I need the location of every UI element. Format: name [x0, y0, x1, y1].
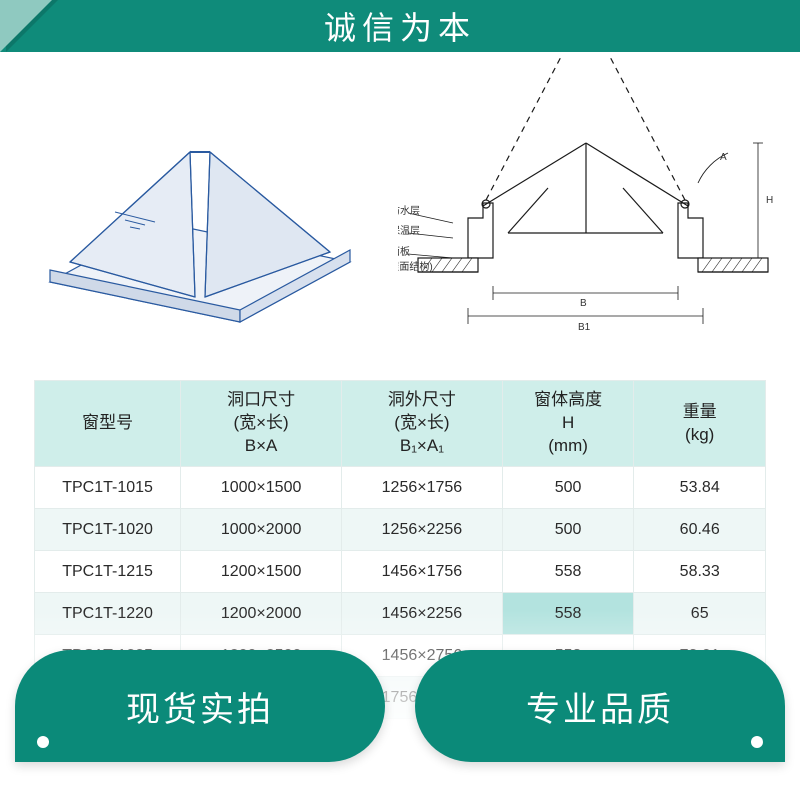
- cell-outer: 1456×2756: [342, 635, 503, 677]
- section-label-1: 屋面保温层: [398, 224, 420, 237]
- cell-height: 558: [502, 635, 634, 677]
- cell-model: TPC1T-1215: [35, 551, 181, 593]
- cell-height: 620: [502, 677, 634, 719]
- cell-weight: 58.33: [634, 551, 766, 593]
- skylight-perspective-diagram: [10, 62, 390, 362]
- col-model: 窗型号: [35, 381, 181, 467]
- col-weight: 重量(kg): [634, 381, 766, 467]
- cell-opening: 1000×1500: [181, 467, 342, 509]
- cell-opening: 1000×2000: [181, 509, 342, 551]
- spec-table: 窗型号 洞口尺寸(宽×长)B×A 洞外尺寸(宽×长)B₁×A₁ 窗体高度H(mm…: [34, 380, 766, 719]
- spec-table-wrap: 窗型号 洞口尺寸(宽×长)B×A 洞外尺寸(宽×长)B₁×A₁ 窗体高度H(mm…: [34, 380, 766, 719]
- table-row: TPC1T-1020 1000×2000 1256×2256 500 60.46: [35, 509, 766, 551]
- table-row: TPC1T-1220 1200×2000 1456×2256 558 65: [35, 593, 766, 635]
- cell-height: 500: [502, 509, 634, 551]
- cell-opening: 1200×2000: [181, 593, 342, 635]
- cell-weight: 65: [634, 593, 766, 635]
- pill-dot-icon: [37, 736, 49, 748]
- table-row: TPC1T-1015 1000×1500 1256×1756 500 53.84: [35, 467, 766, 509]
- cell-opening: 1200×2500: [181, 635, 342, 677]
- cell-height: 500: [502, 467, 634, 509]
- table-row: TPC1T-1225 1200×2500 1456×2756 558 73.01: [35, 635, 766, 677]
- table-row: TPC1T-1520 1500×2000 1756×2256 620 71.20: [35, 677, 766, 719]
- dim-B1: B1: [578, 322, 591, 333]
- cell-opening: 1200×1500: [181, 551, 342, 593]
- cell-model: TPC1T-1225: [35, 635, 181, 677]
- pill-dot-icon: [751, 736, 763, 748]
- section-label-0: 屋面防水层: [398, 204, 420, 217]
- table-body: TPC1T-1015 1000×1500 1256×1756 500 53.84…: [35, 467, 766, 719]
- table-row: TPC1T-1215 1200×1500 1456×1756 558 58.33: [35, 551, 766, 593]
- col-opening: 洞口尺寸(宽×长)B×A: [181, 381, 342, 467]
- cell-height: 558: [502, 593, 634, 635]
- cell-model: TPC1T-1020: [35, 509, 181, 551]
- dim-B: B: [580, 298, 587, 309]
- cell-outer: 1756×2256: [342, 677, 503, 719]
- dim-H: H: [766, 195, 773, 206]
- col-outer: 洞外尺寸(宽×长)B₁×A₁: [342, 381, 503, 467]
- cell-outer: 1456×1756: [342, 551, 503, 593]
- diagram-area: H A B B1 屋面防水层 屋面保温层 屋面板 (详见屋面结构): [0, 52, 800, 380]
- section-label-3: (详见屋面结构): [398, 260, 433, 273]
- cell-weight: 60.46: [634, 509, 766, 551]
- cell-height: 558: [502, 551, 634, 593]
- skylight-section-diagram: H A B B1 屋面防水层 屋面保温层 屋面板 (详见屋面结构): [398, 58, 798, 368]
- cell-weight: 73.01: [634, 635, 766, 677]
- cell-outer: 1256×1756: [342, 467, 503, 509]
- col-height: 窗体高度H(mm): [502, 381, 634, 467]
- cell-opening: 1500×2000: [181, 677, 342, 719]
- corner-fold: [0, 0, 52, 52]
- cell-model: TPC1T-1220: [35, 593, 181, 635]
- cell-outer: 1456×2256: [342, 593, 503, 635]
- cell-weight: 71.20: [634, 677, 766, 719]
- dim-angle: A: [720, 152, 727, 163]
- table-header-row: 窗型号 洞口尺寸(宽×长)B×A 洞外尺寸(宽×长)B₁×A₁ 窗体高度H(mm…: [35, 381, 766, 467]
- banner-text: 诚信为本: [324, 3, 476, 49]
- cell-weight: 53.84: [634, 467, 766, 509]
- cell-outer: 1256×2256: [342, 509, 503, 551]
- cell-model: TPC1T-1015: [35, 467, 181, 509]
- section-label-2: 屋面板: [398, 245, 410, 258]
- cell-model: TPC1T-1520: [35, 677, 181, 719]
- top-banner: 诚信为本: [0, 0, 800, 52]
